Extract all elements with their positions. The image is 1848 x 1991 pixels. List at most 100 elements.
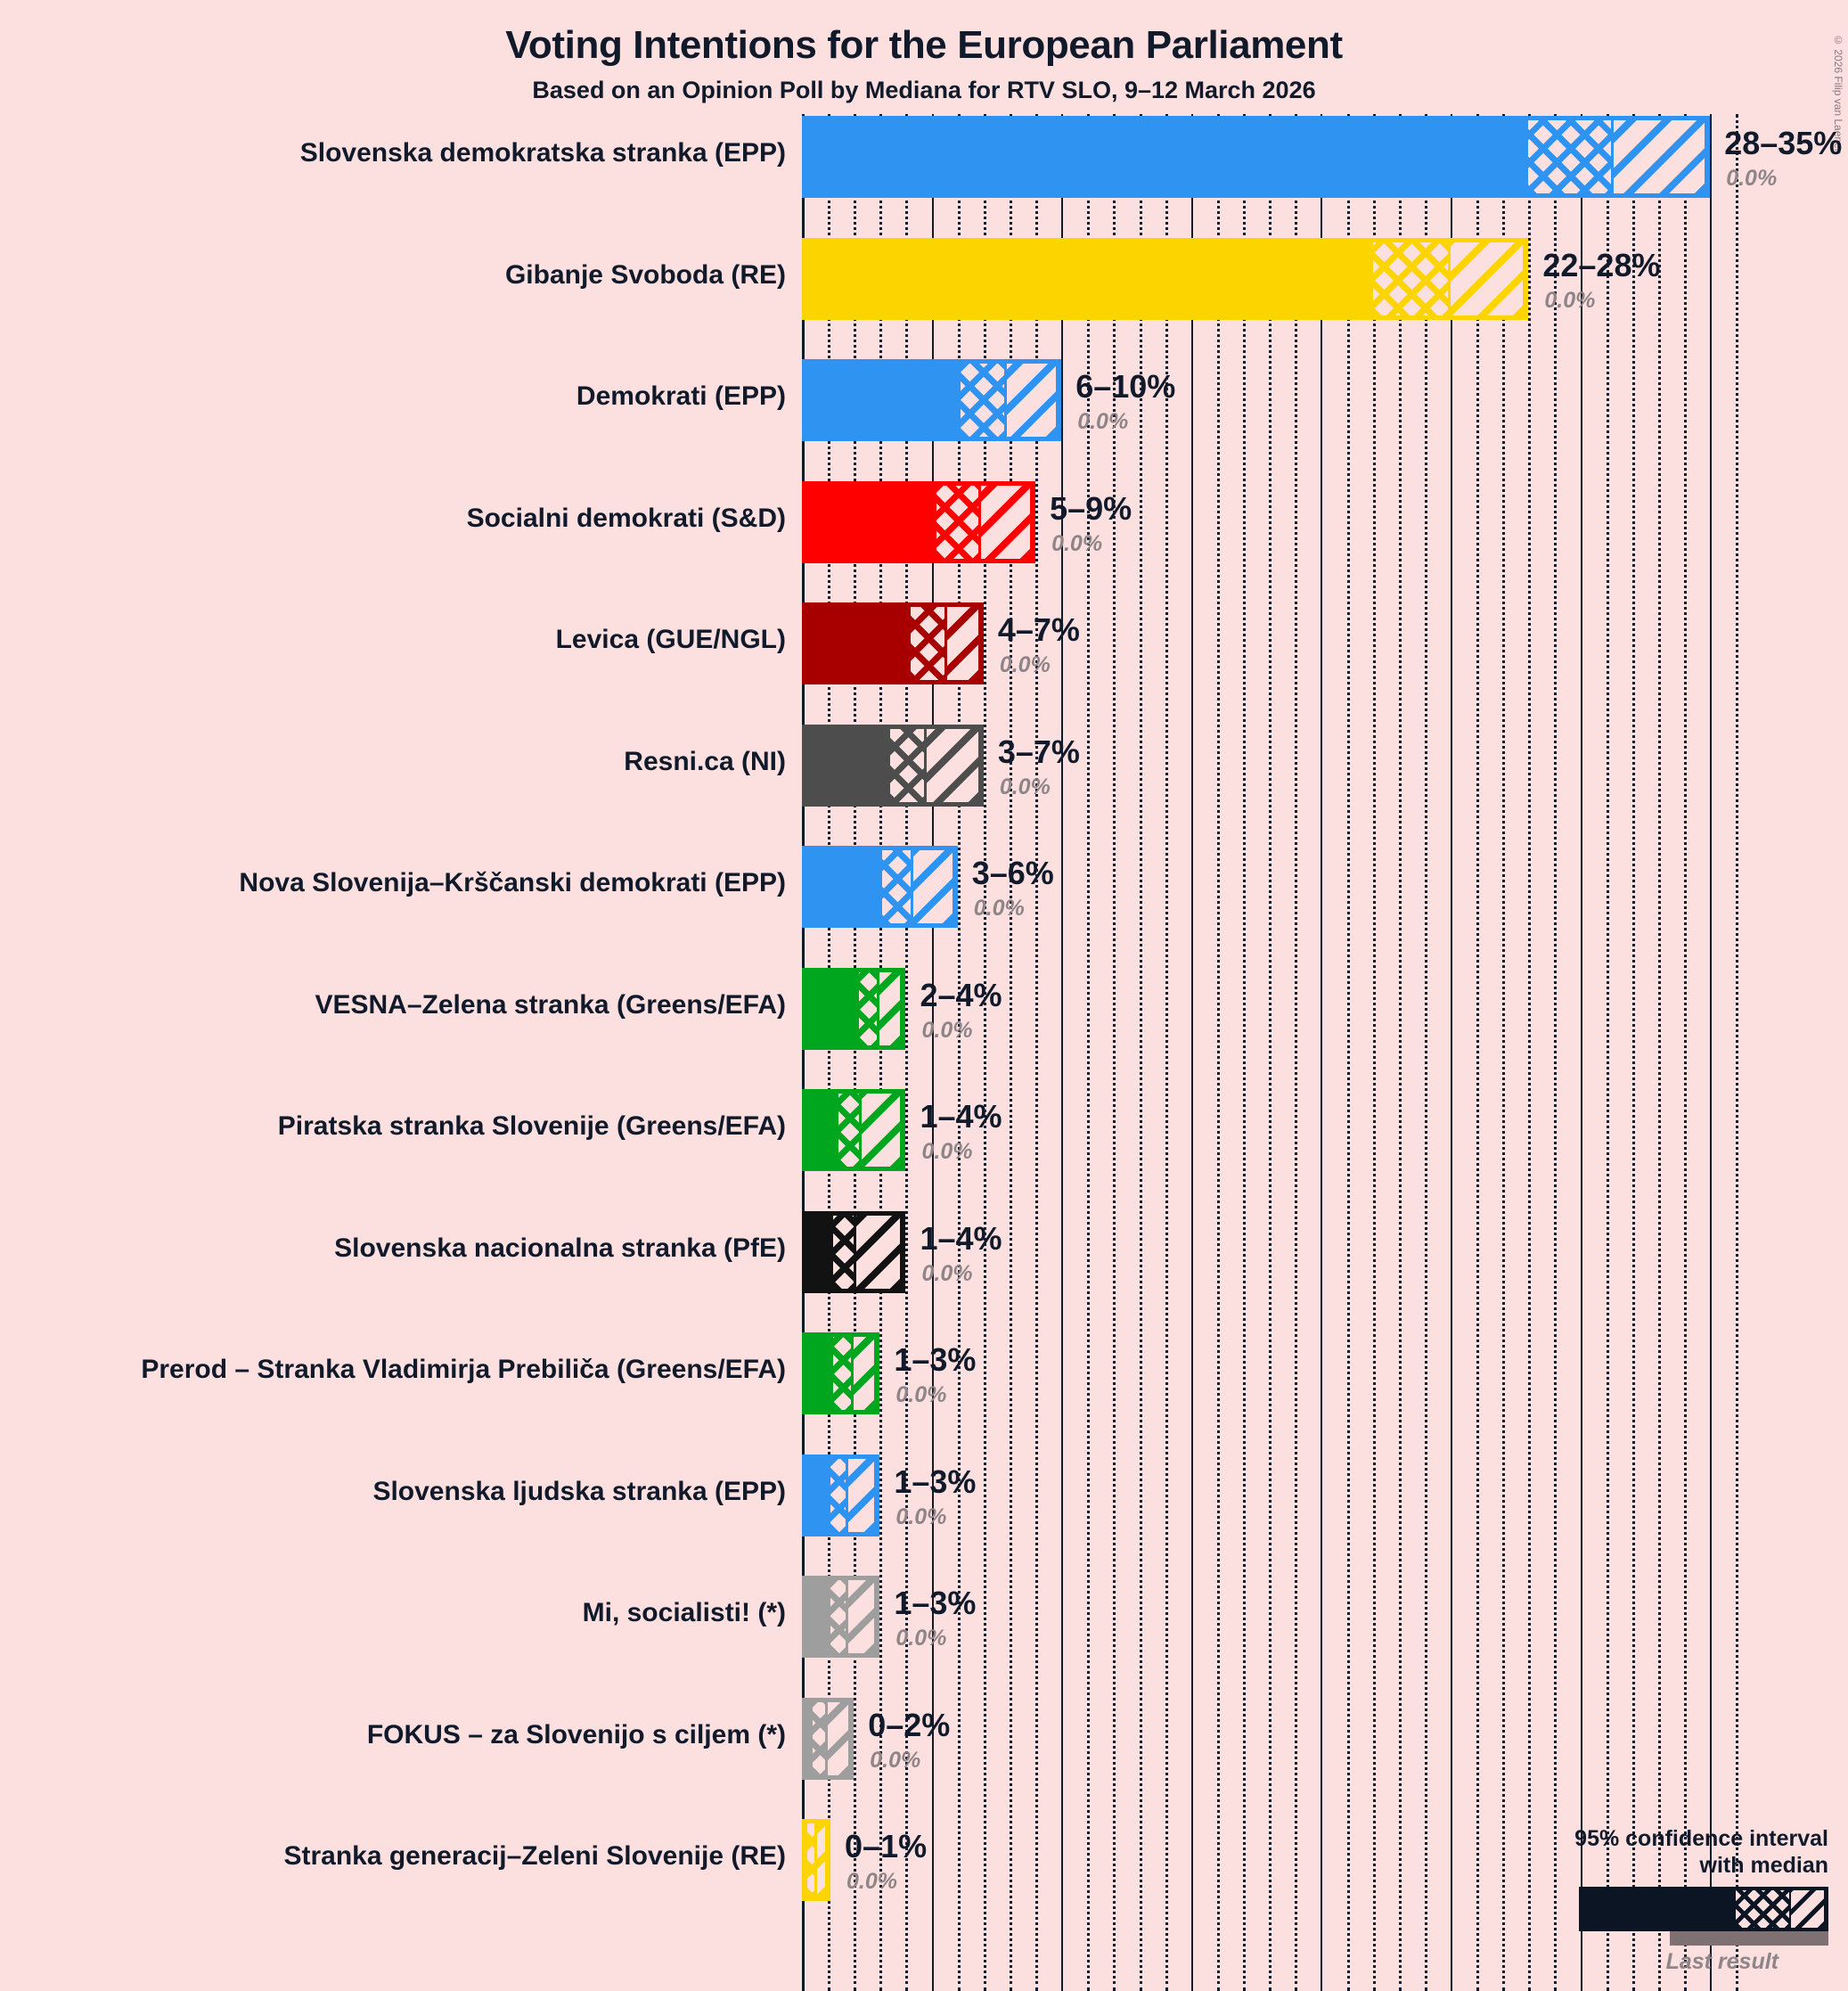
range-value-label: 1–3% — [894, 1463, 977, 1500]
page-title: Voting Intentions for the European Parli… — [505, 23, 1343, 67]
bar-segment-diagonal-hatch — [1007, 359, 1062, 441]
bar-segment-crosshatch — [936, 480, 981, 563]
gridline-minor — [1165, 114, 1168, 1991]
gridline-major — [1061, 114, 1064, 1991]
legend-crosshatch-segment — [1736, 1887, 1791, 1931]
gridline-major — [1451, 114, 1452, 1991]
bar-segment-diagonal-hatch — [861, 1089, 906, 1171]
range-value-label: 3–6% — [971, 855, 1054, 891]
chart-row: Demokrati (EPP) 6–10% 0.0% — [0, 359, 1848, 441]
bar-segment-diagonal-hatch — [854, 1332, 880, 1414]
gridline-minor — [1502, 114, 1506, 1991]
confidence-interval-bar — [802, 237, 1529, 320]
gridline-minor — [1243, 114, 1247, 1991]
bar-segment-diagonal-hatch — [1451, 237, 1529, 320]
last-result-label: 0.0% — [921, 1260, 973, 1286]
party-label: Slovenska demokratska stranka (EPP) — [299, 138, 786, 168]
chart-row: Slovenska nacionalna stranka (PfE) 1–4% 0.… — [0, 1210, 1848, 1293]
party-label: Slovenska nacionalna stranka (PfE) — [334, 1233, 786, 1263]
bar-segment-diagonal-hatch — [848, 1576, 880, 1658]
gridline-minor — [1657, 114, 1661, 1991]
confidence-interval-bar — [802, 1210, 906, 1293]
confidence-interval-bar — [802, 967, 906, 1050]
legend-line-1: 95% confidence interval — [1574, 1826, 1828, 1851]
gridline-minor — [957, 114, 961, 1991]
gridline-minor — [1087, 114, 1091, 1991]
bar-segment-diagonal-hatch — [817, 1819, 831, 1901]
last-result-label: 0.0% — [895, 1626, 947, 1651]
range-value-label: 2–4% — [920, 976, 1002, 1013]
bar-segment-crosshatch — [812, 1697, 829, 1780]
bar-segment-diagonal-hatch — [926, 724, 984, 807]
gridline-major — [1190, 114, 1193, 1991]
gridline-minor — [1684, 114, 1688, 1991]
bar-segment-diagonal-hatch — [856, 1210, 906, 1293]
party-label: Piratska stranka Slovenije (Greens/EFA) — [277, 1111, 786, 1141]
chart-row: Nova Slovenija–Krščanski demokrati (EPP)… — [0, 846, 1848, 928]
range-value-label: 0–1% — [845, 1828, 928, 1864]
bar-segment-solid — [802, 1332, 833, 1414]
gridline-minor — [828, 114, 831, 1991]
legend-ci-bar — [1579, 1887, 1828, 1931]
last-result-label: 0.0% — [973, 896, 1025, 921]
bar-segment-solid — [802, 1210, 833, 1293]
gridline-minor — [1269, 114, 1272, 1991]
confidence-interval-bar — [802, 724, 984, 807]
gridline-minor — [1295, 114, 1298, 1991]
bar-segment-solid — [802, 846, 883, 928]
confidence-interval-bar — [802, 1819, 831, 1901]
legend-last-result-label: Last result — [1665, 1949, 1778, 1974]
gridline-minor — [905, 114, 909, 1991]
confidence-interval-bar — [802, 846, 958, 928]
gridline-major — [1710, 114, 1713, 1991]
gridline-minor — [1372, 114, 1376, 1991]
bar-segment-crosshatch — [960, 359, 1008, 441]
party-label: Levica (GUE/NGL) — [555, 625, 786, 654]
gridline-minor — [983, 114, 986, 1991]
bar-segment-diagonal-hatch — [980, 480, 1036, 563]
bar-segment-solid — [802, 1819, 807, 1901]
party-label: Nova Slovenija–Krščanski demokrati (EPP) — [239, 868, 786, 897]
chart-row: Mi, socialisti! (*) 1–3% 0.0% — [0, 1576, 1848, 1658]
range-value-label: 1–4% — [920, 1219, 1002, 1257]
chart-legend: 95% confidence interval with median Last… — [1454, 1826, 1828, 1975]
party-label: Socialni demokrati (S&D) — [466, 503, 786, 533]
party-label: Resni.ca (NI) — [624, 746, 786, 776]
chart-row: Gibanje Svoboda (RE) 22–28% 0.0% — [0, 237, 1848, 320]
last-result-label: 0.0% — [921, 1017, 973, 1043]
bar-segment-crosshatch — [832, 1332, 854, 1414]
confidence-interval-bar — [802, 1454, 880, 1536]
chart-plot-area — [802, 114, 1739, 1991]
last-result-label: 0.0% — [1077, 409, 1129, 434]
gridline-major — [931, 114, 934, 1991]
gridline-minor — [1113, 114, 1116, 1991]
range-value-label: 22–28% — [1542, 246, 1661, 283]
confidence-interval-bar — [802, 602, 984, 684]
bar-segment-diagonal-hatch — [828, 1697, 854, 1780]
chart-row: Stranka generacij–Zeleni Slovenije (RE) 0… — [0, 1819, 1848, 1901]
party-label: Demokrati (EPP) — [576, 381, 786, 411]
bar-segment-solid — [802, 480, 937, 563]
bar-segment-solid — [802, 237, 1373, 320]
gridline-minor — [1476, 114, 1480, 1991]
bar-segment-crosshatch — [830, 1454, 849, 1536]
last-result-label: 0.0% — [1726, 166, 1778, 191]
copyright-notice: © 2026 Filip van Laenen — [1832, 34, 1844, 155]
bar-segment-diagonal-hatch — [879, 967, 906, 1050]
bar-segment-crosshatch — [1528, 116, 1615, 198]
bar-segment-crosshatch — [838, 1089, 862, 1171]
range-value-label: 3–7% — [997, 733, 1080, 770]
party-label: Stranka generacij–Zeleni Slovenije (RE) — [283, 1841, 786, 1871]
gridline-minor — [1139, 114, 1142, 1991]
confidence-interval-bar — [802, 480, 1036, 563]
gridline-minor — [1346, 114, 1350, 1991]
range-value-label: 6–10% — [1075, 368, 1176, 405]
bar-segment-diagonal-hatch — [848, 1454, 880, 1536]
confidence-interval-bar — [802, 1332, 880, 1414]
last-result-label: 0.0% — [846, 1869, 898, 1894]
gridline-minor — [1009, 114, 1012, 1991]
range-value-label: 1–3% — [894, 1341, 977, 1378]
party-label: Slovenska ljudska stranka (EPP) — [372, 1476, 786, 1506]
range-value-label: 1–3% — [894, 1585, 977, 1621]
chart-row: Prerod – Stranka Vladimirja Prebiliča (G… — [0, 1332, 1848, 1414]
